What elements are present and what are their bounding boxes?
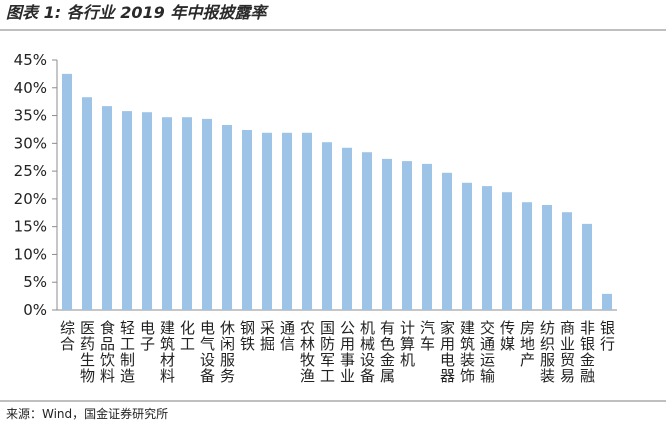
bar xyxy=(462,182,472,310)
bar xyxy=(482,186,492,310)
bar xyxy=(442,172,452,310)
bar xyxy=(602,293,612,310)
x-tick-label: 农林牧渔 xyxy=(298,320,316,384)
bar xyxy=(362,152,372,310)
x-tick-label: 轻工制造 xyxy=(118,320,136,384)
x-tick-label: 休闲服务 xyxy=(218,320,236,384)
bar xyxy=(102,106,112,310)
y-tick-label: 10% xyxy=(14,245,47,263)
x-tick-label: 有色金属 xyxy=(378,320,396,384)
bar xyxy=(242,130,252,310)
x-tick-label: 建筑装饰 xyxy=(458,320,476,384)
bar xyxy=(182,117,192,310)
x-tick-label: 机械设备 xyxy=(358,320,376,384)
x-tick-label: 汽车 xyxy=(418,320,436,352)
x-tick-label: 采掘 xyxy=(258,320,276,352)
bar xyxy=(342,147,352,310)
bar xyxy=(382,158,392,310)
bar xyxy=(262,132,272,310)
x-tick-label: 交通运输 xyxy=(478,319,496,384)
bar xyxy=(122,111,132,310)
bar xyxy=(202,118,212,310)
source-note: 来源：Wind，国金证券研究所 xyxy=(6,406,168,421)
x-tick-label: 国防军工 xyxy=(318,320,336,384)
x-tick-label: 商业贸易 xyxy=(558,320,576,384)
x-tick-label: 计算机 xyxy=(398,320,416,368)
chart-title: 图表 1: 各行业 2019 年中报披露率 xyxy=(6,3,269,22)
y-tick-label: 20% xyxy=(14,190,47,208)
x-tick-label: 钢铁 xyxy=(238,320,256,352)
x-tick-label: 银行 xyxy=(598,320,616,352)
bar xyxy=(422,163,432,310)
x-tick-label: 非银金融 xyxy=(578,320,596,384)
y-tick-label: 40% xyxy=(14,79,47,97)
x-tick-label: 电子 xyxy=(138,320,156,352)
y-tick-label: 15% xyxy=(14,218,47,236)
x-tick-label: 食品饮料 xyxy=(98,320,116,384)
y-tick-label: 35% xyxy=(14,107,47,125)
bar xyxy=(402,161,412,310)
bar xyxy=(562,212,572,310)
bar xyxy=(222,125,232,310)
bar xyxy=(302,132,312,310)
x-tick-label: 建筑材料 xyxy=(158,320,176,384)
x-tick-label: 家用电器 xyxy=(438,320,456,384)
x-tick-label: 医药生物 xyxy=(78,320,96,384)
bar xyxy=(162,117,172,310)
x-tick-label: 房地产 xyxy=(518,320,536,368)
bar xyxy=(322,142,332,310)
y-tick-label: 0% xyxy=(23,301,47,319)
x-tick-label: 通信 xyxy=(278,320,296,352)
x-tick-label: 公用事业 xyxy=(338,320,356,384)
bar xyxy=(142,112,152,310)
x-tick-label: 综合 xyxy=(58,320,76,352)
bar xyxy=(522,202,532,310)
y-tick-label: 30% xyxy=(14,134,47,152)
bar xyxy=(542,205,552,310)
x-tick-label: 电气设备 xyxy=(198,320,216,384)
y-tick-label: 5% xyxy=(23,273,47,291)
x-tick-label: 纺织服装 xyxy=(538,320,556,384)
bar xyxy=(502,192,512,310)
y-tick-label: 25% xyxy=(14,162,47,180)
bar xyxy=(582,223,592,310)
y-tick-label: 45% xyxy=(14,51,47,69)
bar xyxy=(82,97,92,310)
x-tick-label: 化工 xyxy=(178,320,196,352)
x-tick-label: 传媒 xyxy=(498,320,516,352)
bar xyxy=(282,132,292,310)
bar xyxy=(62,73,72,310)
